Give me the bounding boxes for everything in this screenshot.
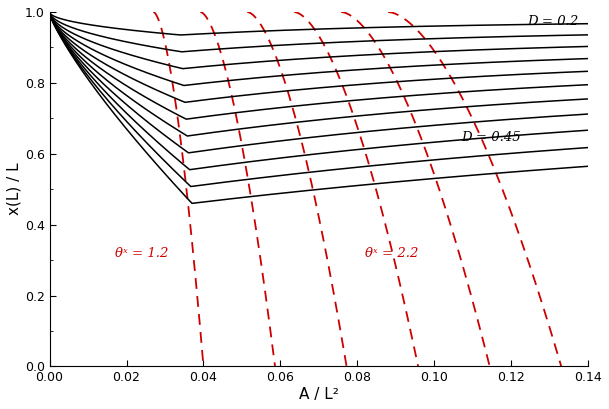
Text: D = 0.2: D = 0.2 <box>527 15 579 28</box>
Text: θˣ = 2.2: θˣ = 2.2 <box>365 247 418 260</box>
Text: θˣ = 1.2: θˣ = 1.2 <box>115 247 168 260</box>
X-axis label: A / L²: A / L² <box>299 387 339 402</box>
Text: D = 0.45: D = 0.45 <box>461 131 521 144</box>
Y-axis label: x(L) / L: x(L) / L <box>7 163 22 216</box>
